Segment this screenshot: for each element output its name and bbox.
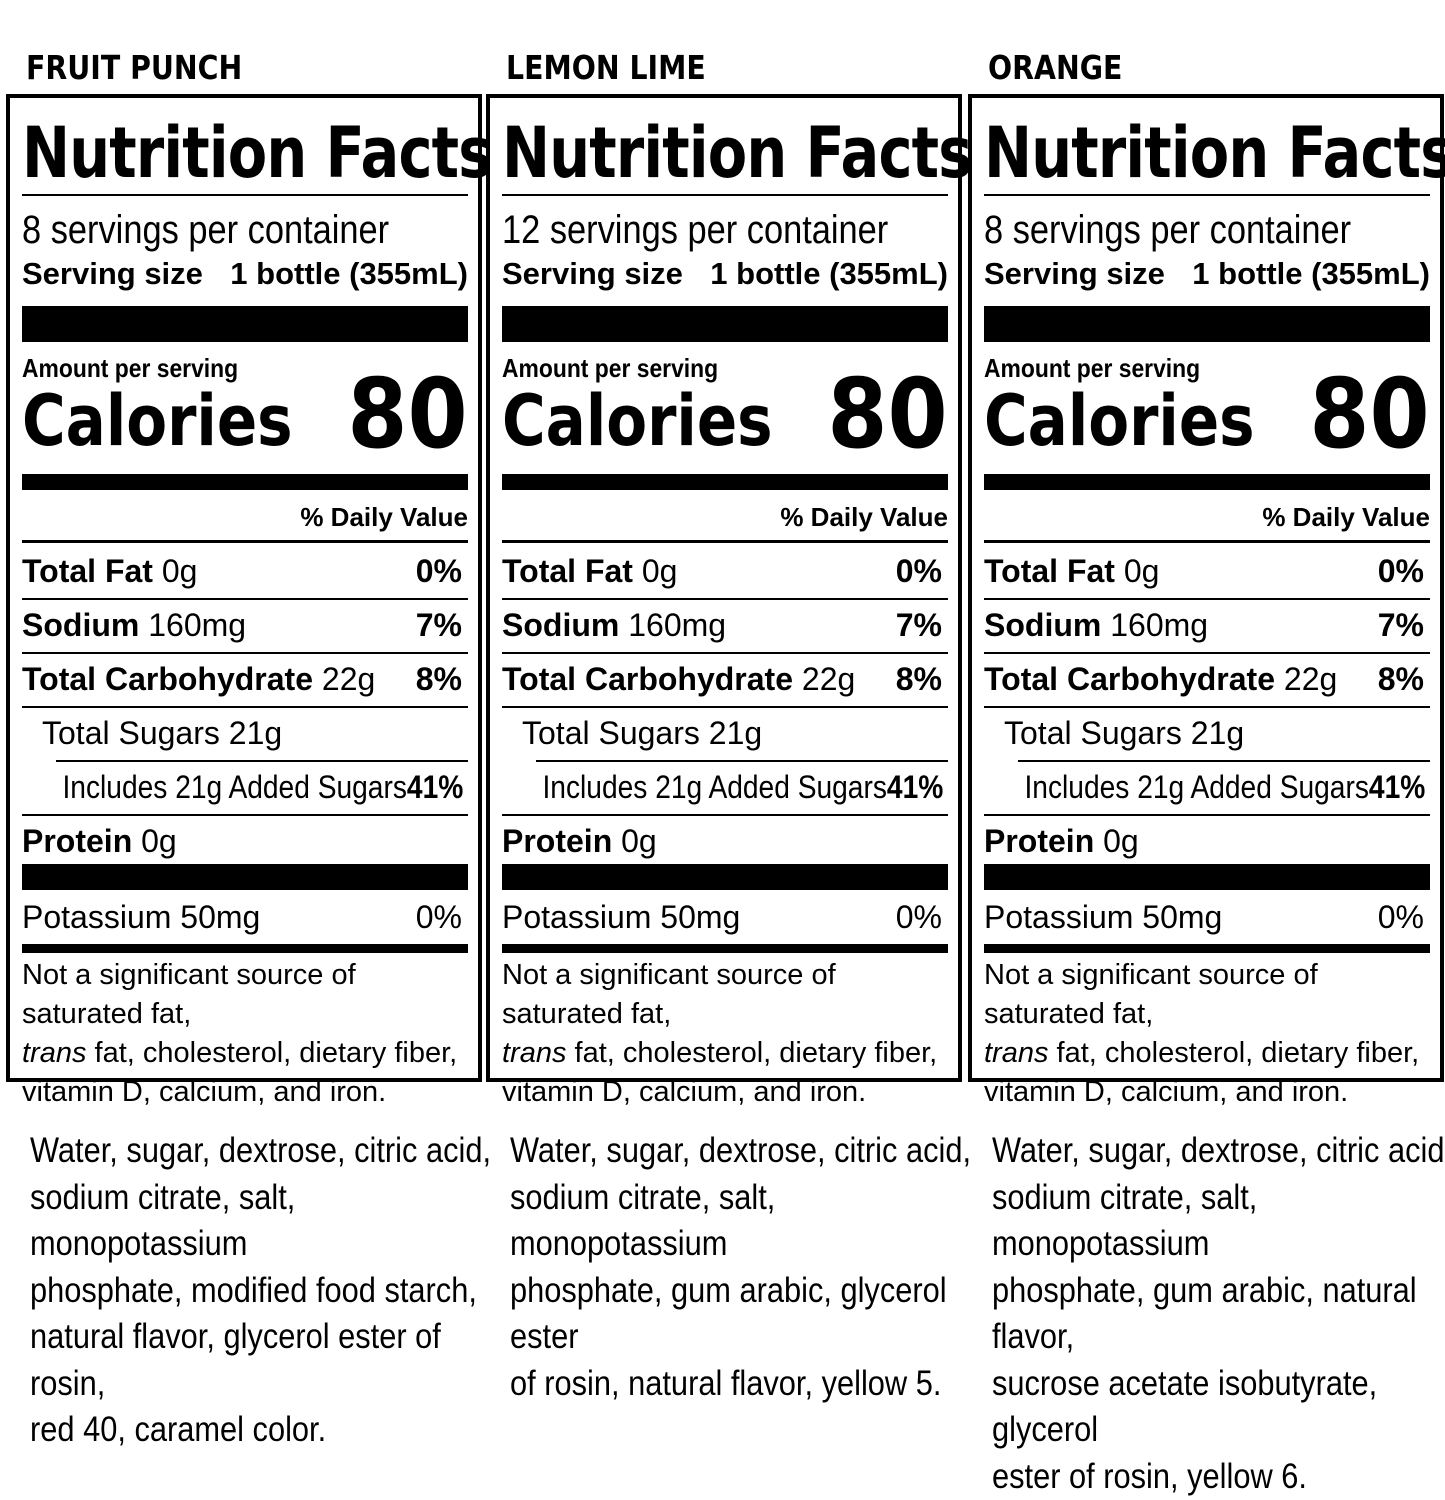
flavor-name: FRUIT PUNCH (26, 48, 243, 87)
divider (502, 814, 948, 816)
daily-value-header: % Daily Value (1262, 502, 1430, 532)
divider (502, 540, 948, 543)
divider (536, 760, 948, 762)
divider (22, 194, 468, 196)
nutrient-row-carbohydrate: Total Carbohydrate 22g 8% (984, 660, 1424, 697)
ingredients-list: Water, sugar, dextrose, citric acid, sod… (510, 1131, 972, 1403)
nutrient-row-potassium: Potassium 50mg 0% (22, 898, 462, 935)
nutrient-row-sodium: Sodium 160mg 7% (984, 606, 1424, 643)
nutrition-facts-panel: Nutrition Facts 8 servings per container… (968, 94, 1445, 1108)
serving-size-label: Serving size (22, 256, 203, 291)
servings-per-container: 8 servings per container (22, 208, 390, 252)
amount-per-serving: Amount per serving (22, 353, 239, 383)
divider (22, 814, 468, 816)
divider (22, 652, 468, 654)
nutrient-row-potassium: Potassium 50mg 0% (984, 898, 1424, 935)
thick-bar (22, 306, 468, 342)
nutrient-row-total-fat: Total Fat 0g 0% (984, 552, 1424, 589)
thick-bar (502, 944, 948, 953)
footnote: Not a significant source of saturated fa… (984, 959, 1420, 1108)
flavor-name: ORANGE (988, 48, 1123, 87)
thick-bar (984, 306, 1430, 342)
nutrient-row-sodium: Sodium 160mg 7% (502, 606, 942, 643)
calories-value: 80 (347, 358, 468, 470)
calories-label: Calories (502, 380, 773, 462)
divider (56, 760, 468, 762)
serving-size-value: 1 bottle (355mL) (1192, 256, 1430, 291)
nutrient-row-protein: Protein 0g (22, 822, 177, 859)
nutrition-facts-panel: Nutrition Facts 8 servings per container… (6, 94, 492, 1108)
divider (502, 598, 948, 600)
amount-per-serving: Amount per serving (984, 353, 1201, 383)
panel-title: Nutrition Facts (502, 112, 972, 194)
serving-size-label: Serving size (502, 256, 683, 291)
nutrient-row-total-fat: Total Fat 0g 0% (22, 552, 462, 589)
nutrient-row-added-sugars: Includes 21g Added Sugars 41% (1024, 768, 1426, 805)
thick-bar (22, 474, 468, 490)
panel-title: Nutrition Facts (984, 112, 1445, 194)
serving-size-label: Serving size (984, 256, 1165, 291)
daily-value-header: % Daily Value (780, 502, 948, 532)
divider (502, 652, 948, 654)
divider (984, 598, 1430, 600)
calories-value: 80 (1309, 358, 1430, 470)
divider (502, 194, 948, 196)
thick-bar (502, 474, 948, 490)
servings-per-container: 8 servings per container (984, 208, 1352, 252)
divider (22, 706, 468, 708)
nutrient-row-total-fat: Total Fat 0g 0% (502, 552, 942, 589)
nutrient-row-carbohydrate: Total Carbohydrate 22g 8% (502, 660, 942, 697)
nutrient-row-added-sugars: Includes 21g Added Sugars 41% (62, 768, 464, 805)
nutrient-row-sodium: Sodium 160mg 7% (22, 606, 462, 643)
thick-bar (502, 864, 948, 890)
calories-label: Calories (22, 380, 293, 462)
footnote: Not a significant source of saturated fa… (502, 959, 938, 1108)
nutrient-row-protein: Protein 0g (984, 822, 1139, 859)
divider (984, 540, 1430, 543)
thick-bar (502, 306, 948, 342)
flavor-name: LEMON LIME (506, 48, 706, 87)
divider (984, 706, 1430, 708)
nutrient-row-total-sugars: Total Sugars 21g (522, 714, 763, 751)
calories-value: 80 (827, 358, 948, 470)
ingredients-list: Water, sugar, dextrose, citric acid, sod… (992, 1131, 1445, 1496)
divider (1018, 760, 1430, 762)
serving-size-value: 1 bottle (355mL) (710, 256, 948, 291)
nutrient-row-added-sugars: Includes 21g Added Sugars 41% (542, 768, 944, 805)
nutrition-facts-panel: Nutrition Facts 12 servings per containe… (486, 94, 972, 1108)
servings-per-container: 12 servings per container (502, 208, 889, 252)
daily-value-header: % Daily Value (300, 502, 468, 532)
ingredients-list: Water, sugar, dextrose, citric acid, sod… (30, 1131, 492, 1449)
divider (984, 194, 1430, 196)
thick-bar (22, 944, 468, 953)
thick-bar (984, 944, 1430, 953)
thick-bar (984, 474, 1430, 490)
nutrient-row-potassium: Potassium 50mg 0% (502, 898, 942, 935)
divider (22, 540, 468, 543)
serving-size-row: Serving size 1 bottle (355mL) (502, 256, 948, 292)
thick-bar (984, 864, 1430, 890)
thick-bar (22, 864, 468, 890)
nutrient-row-total-sugars: Total Sugars 21g (42, 714, 283, 751)
divider (502, 706, 948, 708)
nutrient-row-protein: Protein 0g (502, 822, 657, 859)
nutrient-row-total-sugars: Total Sugars 21g (1004, 714, 1245, 751)
divider (22, 598, 468, 600)
serving-size-value: 1 bottle (355mL) (230, 256, 468, 291)
divider (984, 814, 1430, 816)
amount-per-serving: Amount per serving (502, 353, 719, 383)
footnote: Not a significant source of saturated fa… (22, 959, 458, 1108)
divider (984, 652, 1430, 654)
serving-size-row: Serving size 1 bottle (355mL) (22, 256, 468, 292)
nutrient-row-carbohydrate: Total Carbohydrate 22g 8% (22, 660, 462, 697)
panel-title: Nutrition Facts (22, 112, 492, 194)
calories-label: Calories (984, 380, 1255, 462)
serving-size-row: Serving size 1 bottle (355mL) (984, 256, 1430, 292)
